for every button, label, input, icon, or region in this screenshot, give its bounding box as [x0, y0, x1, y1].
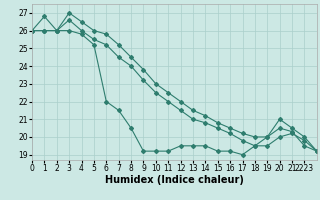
X-axis label: Humidex (Indice chaleur): Humidex (Indice chaleur): [105, 175, 244, 185]
